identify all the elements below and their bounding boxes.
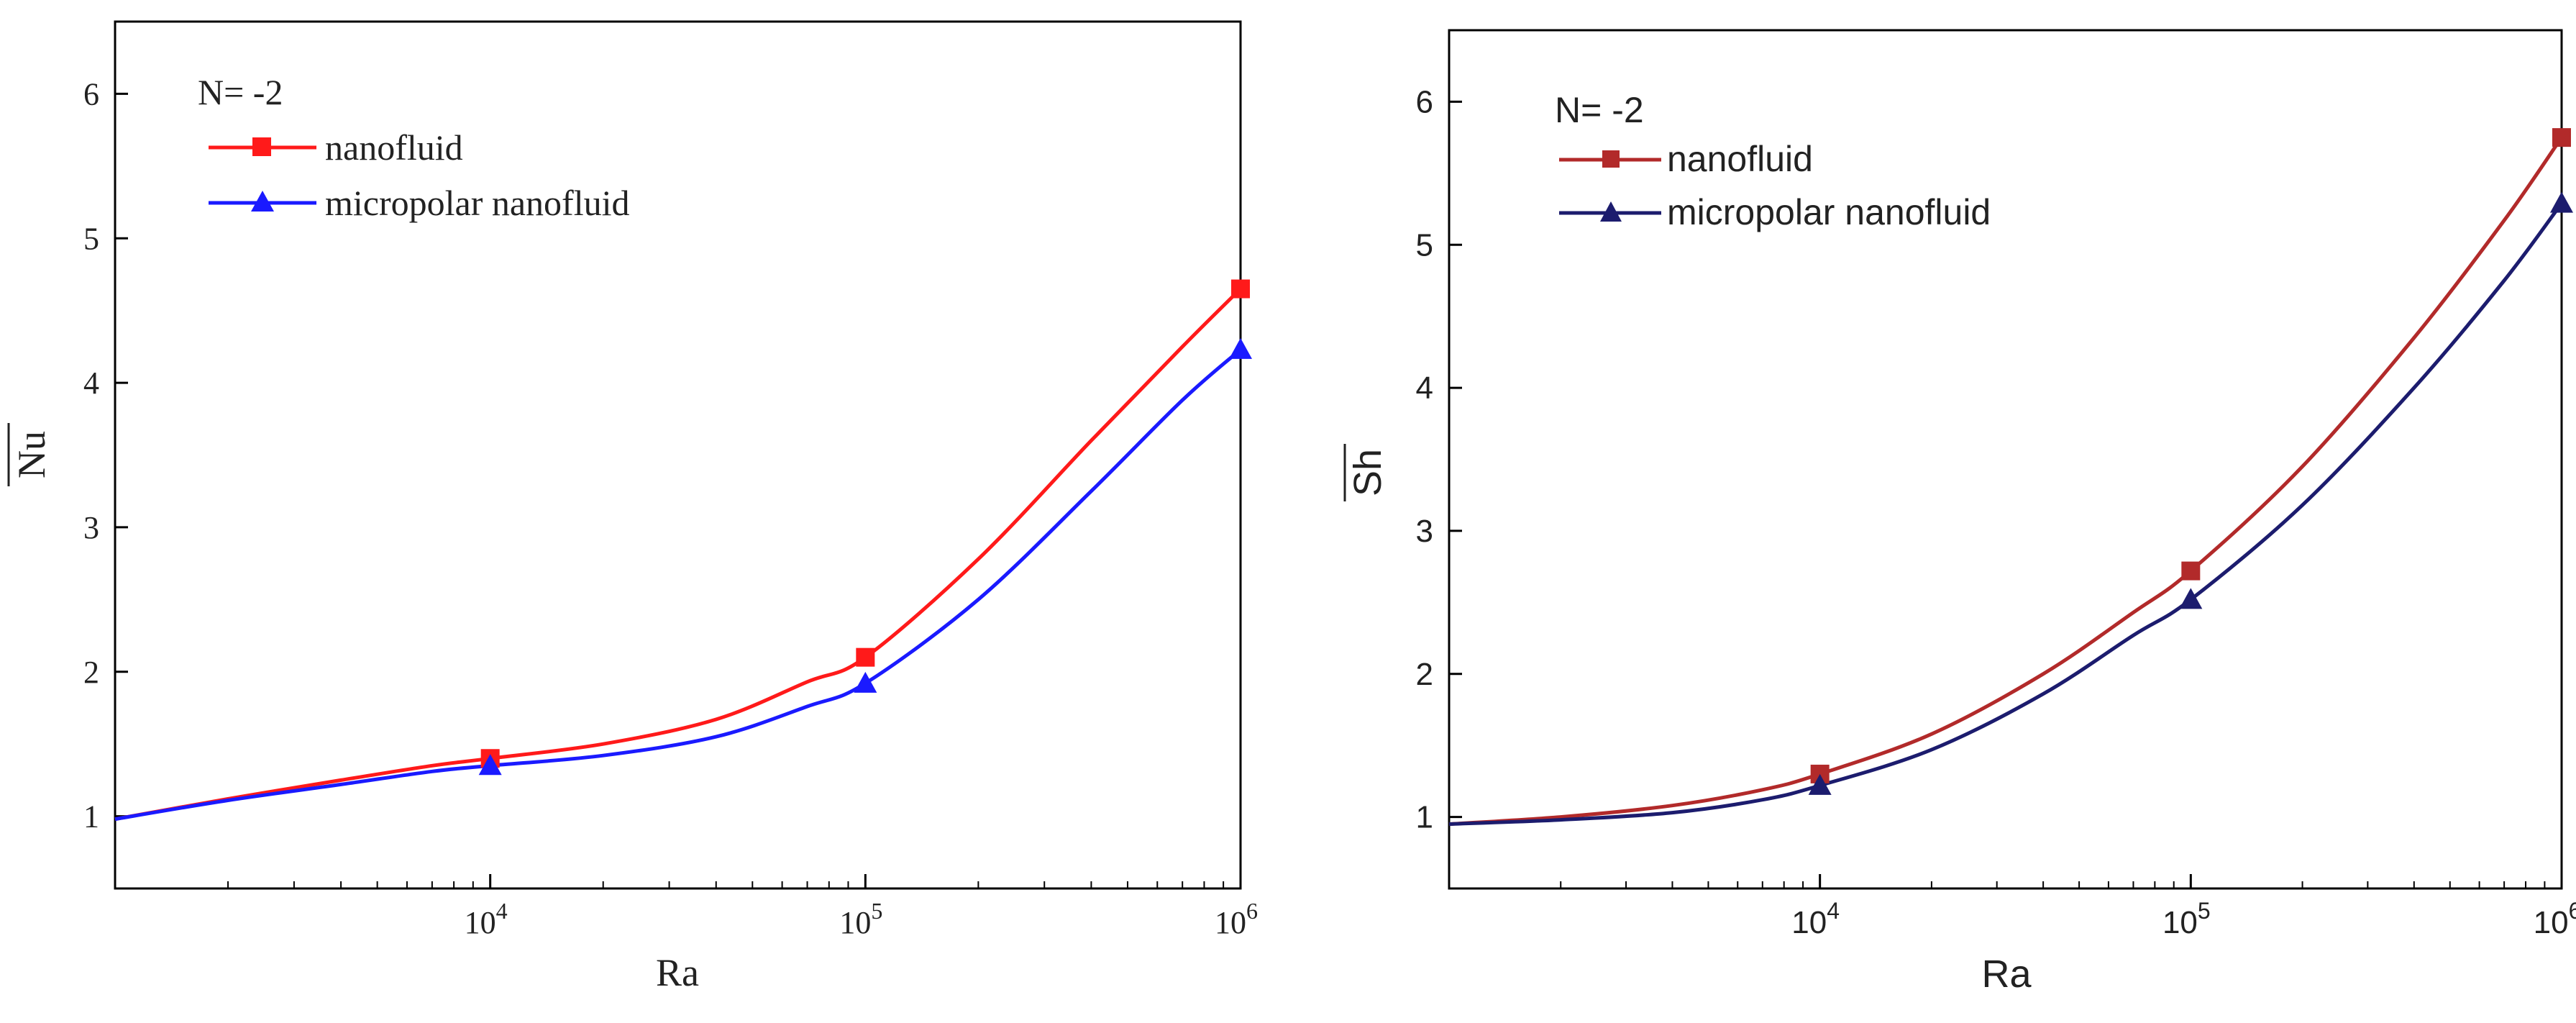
y-axis-label: Sh [1346,449,1389,496]
data-point-micropolar [2550,191,2573,213]
series-curves [1448,136,2564,826]
y-tick-label: 3 [83,510,99,545]
n-annotation: N= -2 [198,72,283,112]
data-point-micropolar [1229,337,1252,359]
legend-item-nanofluid: nanofluid [209,127,463,168]
x-axis-label: Ra [1981,952,2032,996]
y-tick-label: 1 [1416,800,1433,835]
x-tick-label: 105 [839,898,882,940]
nusselt-chart: 1 2 3 4 5 6 104 105 106 Ra Nu N= -2 nanofluid m… [7,20,1258,994]
y-tick-label: 6 [83,76,99,112]
y-tick-label: 1 [83,799,99,835]
y-tick-label: 3 [1416,514,1433,549]
y-ticks: 1 2 3 4 5 6 [1416,84,1462,835]
n-annotation: N= -2 [1555,90,1644,130]
legend-marker-square [1602,150,1620,168]
x-tick-label: 104 [465,898,508,940]
data-point-nanofluid [856,647,875,667]
x-tick-label: 106 [1215,898,1258,940]
x-minor-ticks [1560,881,2546,888]
y-ticks: 1 2 3 4 5 6 [83,76,128,835]
series-line-nanofluid [1448,136,2564,826]
legend-marker-triangle [251,191,274,212]
y-tick-label: 2 [83,655,99,690]
legend-item-micropolar: micropolar nanofluid [209,183,630,223]
x-tick-label: 106 [2534,898,2576,940]
legend-label-nanofluid: nanofluid [325,127,463,168]
data-point-nanofluid [2552,128,2571,147]
plot-frame [114,20,1242,890]
y-axis-label-group: Nu [7,423,53,486]
x-minor-ticks [227,881,1225,888]
data-point-nanofluid [2181,561,2201,581]
y-axis-label: Nu [10,431,53,478]
series-line-nanofluid [114,287,1242,822]
y-tick-label: 5 [1416,227,1433,263]
series-line-micropolar [114,348,1242,822]
legend-label-micropolar: micropolar nanofluid [325,183,630,223]
y-tick-label: 2 [1416,657,1433,692]
data-point-nanofluid [1231,279,1250,299]
legend-marker-triangle [1600,201,1622,222]
plot-frame [1448,29,2563,890]
data-point-micropolar [2179,588,2203,609]
x-tick-label: 105 [2162,898,2211,940]
series-curves [114,287,1242,822]
y-tick-label: 6 [1416,84,1433,119]
data-point-micropolar [478,754,502,776]
sherwood-chart: 1 2 3 4 5 6 104 105 106 Ra Sh N= -2 nanofluid m… [1343,29,2576,996]
legend-label-micropolar: micropolar nanofluid [1667,192,1991,232]
y-tick-label: 4 [1416,370,1433,406]
legend: nanofluid micropolar nanofluid [1559,139,1991,232]
x-ticks: 104 105 106 [1791,874,2576,940]
legend: nanofluid micropolar nanofluid [209,127,630,223]
y-tick-label: 5 [83,221,99,256]
x-axis-label: Ra [656,951,699,994]
x-ticks: 104 105 106 [465,874,1258,940]
x-tick-label: 104 [1791,898,1840,940]
legend-label-nanofluid: nanofluid [1667,139,1813,179]
y-axis-label-group: Sh [1343,444,1389,501]
series-markers [1808,128,2573,795]
legend-item-micropolar: micropolar nanofluid [1559,192,1991,232]
series-line-micropolar [1448,202,2564,826]
data-point-micropolar [1808,773,1832,795]
data-point-micropolar [854,671,877,693]
legend-marker-square [252,137,271,156]
legend-item-nanofluid: nanofluid [1559,139,1813,179]
series-markers [478,279,1252,776]
y-tick-label: 4 [83,365,99,401]
